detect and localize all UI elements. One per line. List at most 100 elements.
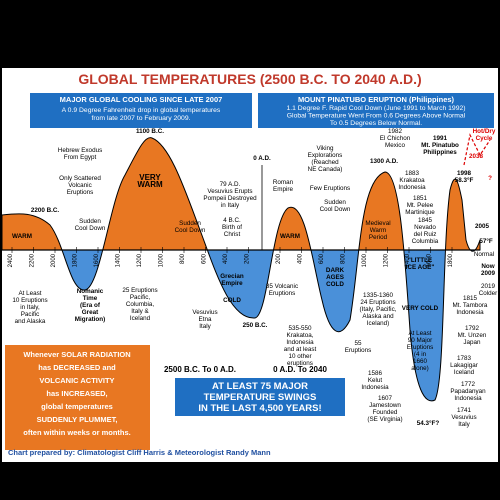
axis-label: 600 bbox=[319, 253, 325, 264]
annotation: 1815 bbox=[463, 295, 478, 302]
annotation: 1586 bbox=[368, 370, 383, 377]
note-line: often within weeks or months. bbox=[23, 428, 131, 437]
annotation: Japan bbox=[463, 339, 481, 346]
annotation: Italy & bbox=[131, 308, 149, 315]
annotation: Eruptions bbox=[269, 290, 296, 297]
note-line: has INCREASED, bbox=[46, 389, 107, 398]
annotation: Empire bbox=[273, 186, 293, 193]
annotation: 2009 bbox=[481, 270, 496, 277]
axis-label: 800 bbox=[180, 253, 186, 264]
right-box bbox=[258, 93, 494, 128]
annotation: Cool Down bbox=[320, 206, 351, 213]
annotation: Migration) bbox=[75, 316, 105, 323]
annotation: Indonesia bbox=[286, 339, 314, 346]
left-box-heading: MAJOR GLOBAL COOLING SINCE LATE 2007 bbox=[60, 95, 223, 104]
axis-label: 2000 bbox=[51, 253, 57, 267]
axis-label: 1200 bbox=[137, 253, 143, 267]
annotation: alone) bbox=[411, 365, 429, 372]
annotation: (Era of bbox=[80, 302, 101, 309]
annotation: Warm bbox=[370, 227, 387, 234]
annotation: Indonesia bbox=[456, 309, 484, 316]
note-line: SUDDENLY PLUMMET, bbox=[37, 415, 118, 424]
annotation: 1335-1360 bbox=[363, 292, 394, 299]
annotation: "LITTLE bbox=[408, 257, 432, 264]
annotation: Great bbox=[82, 309, 99, 316]
annotation: Colder bbox=[479, 290, 498, 297]
axis-label: 400 bbox=[298, 253, 304, 264]
annotation: Nevado bbox=[414, 224, 436, 231]
annotation: Medieval bbox=[365, 220, 390, 227]
annotation: Now bbox=[481, 263, 494, 270]
annotation: WARM bbox=[12, 233, 32, 240]
annotation: Martinique bbox=[405, 209, 435, 216]
annotation: Normal bbox=[474, 251, 494, 258]
axis-label: 1600 bbox=[94, 253, 100, 267]
annotation: VERY bbox=[139, 173, 161, 182]
annotation: 2019 bbox=[481, 283, 496, 290]
annotation: del Ruiz bbox=[414, 231, 437, 238]
annotation: Vesuvius Erupts bbox=[207, 188, 252, 195]
annotation: 4 B.C. bbox=[223, 217, 241, 224]
annotation: WARM bbox=[280, 233, 300, 240]
annotation: Vesuvius bbox=[192, 309, 217, 316]
annotation: COLD bbox=[326, 281, 344, 288]
annotation: Eruptions bbox=[67, 189, 94, 196]
annotation: Philippines bbox=[423, 149, 457, 156]
annotation: Kelut bbox=[368, 377, 383, 384]
annotation: 25 Eruptions bbox=[122, 287, 157, 294]
annotation: Birth of bbox=[222, 224, 242, 231]
annotation: Columbia bbox=[412, 238, 439, 245]
annotation: AGES bbox=[326, 274, 344, 281]
axis-label: 200 bbox=[245, 253, 251, 264]
annotation: Krakatoa bbox=[399, 177, 425, 184]
annotation: Christ bbox=[224, 231, 241, 238]
annotation: eruptions bbox=[287, 360, 313, 367]
right-box-heading: MOUNT PINATUBO ERUPTION (Philippines) bbox=[298, 95, 455, 104]
annotation: Papadanyan bbox=[450, 388, 486, 395]
annotation: 54.3°F? bbox=[417, 419, 440, 427]
era-left: 2500 B.C. To 0 A.D. bbox=[164, 365, 236, 374]
annotation: Grecian bbox=[220, 273, 244, 280]
annotation: 2200 B.C. bbox=[31, 207, 60, 214]
annotation: Mt. Unzen bbox=[458, 332, 487, 339]
axis-label: 1600 bbox=[427, 253, 433, 267]
annotation: 1883 bbox=[405, 170, 420, 177]
annotation: (4 in bbox=[414, 351, 427, 358]
annotation: Time bbox=[83, 295, 98, 302]
swing-line: TEMPERATURE SWINGS bbox=[204, 392, 317, 403]
annotation: Indonesia bbox=[361, 384, 389, 391]
axis-label: 600 bbox=[202, 253, 208, 264]
annotation: 1991 bbox=[433, 135, 448, 142]
axis-label: 1400 bbox=[116, 253, 122, 267]
annotation: 90 Major bbox=[408, 337, 433, 344]
left-box bbox=[30, 93, 252, 128]
annotation: ICE AGE" bbox=[406, 264, 435, 271]
annotation: (Reached bbox=[311, 159, 339, 166]
annotation: 2005 bbox=[475, 223, 490, 230]
annotation: Alaska and bbox=[362, 313, 394, 320]
annotation: Indonesia bbox=[398, 184, 426, 191]
annotation: Nomanic bbox=[77, 288, 104, 295]
annotation: Lakagigar bbox=[450, 362, 478, 369]
axis-label: 1800 bbox=[73, 253, 79, 267]
annotation: Cycle bbox=[476, 135, 493, 142]
annotation: Only Scattered bbox=[59, 175, 101, 182]
axis-label: 1200 bbox=[384, 253, 390, 267]
annotation: Viking bbox=[316, 145, 334, 152]
annotation: Iceland bbox=[454, 369, 475, 376]
annotation: Volcanic bbox=[68, 182, 91, 189]
annotation: At Least bbox=[18, 290, 41, 297]
annotation: 35 Volcanic bbox=[266, 283, 298, 290]
annotation: Vesuvius bbox=[451, 414, 476, 421]
annotation: Explorations bbox=[308, 152, 343, 159]
annotation: Period bbox=[369, 234, 388, 241]
annotation: 58.3°F bbox=[455, 176, 474, 184]
annotation: and at least bbox=[284, 346, 317, 353]
swing-line: IN THE LAST 4,500 YEARS! bbox=[198, 403, 321, 414]
annotation: Krakatoa, bbox=[287, 332, 314, 339]
annotation: 79 A.D. bbox=[220, 181, 241, 188]
annotation: Pompeii Destroyed bbox=[203, 195, 257, 202]
note-line: has DECREASED and bbox=[38, 363, 116, 372]
